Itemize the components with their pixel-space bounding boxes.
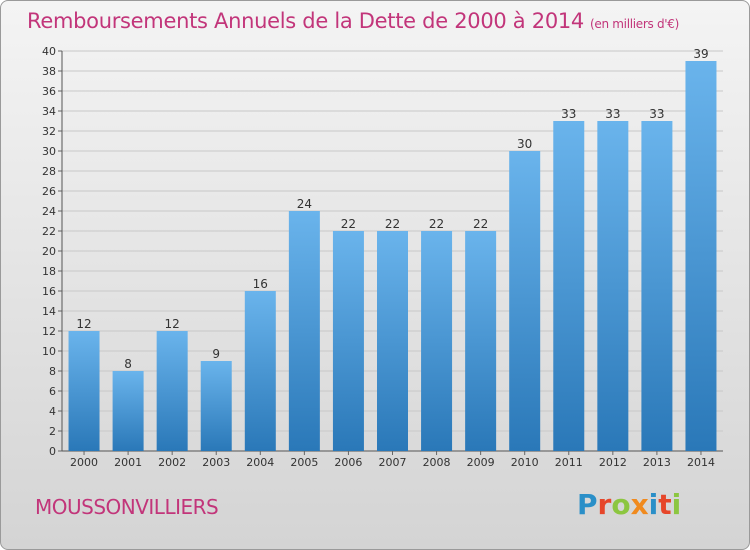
data-label-2007: 22 — [385, 217, 400, 231]
y-tick-label: 2 — [49, 425, 56, 438]
bar-2007 — [377, 231, 408, 451]
bar-2014 — [685, 61, 717, 451]
x-tick-labels: 2000 2001 2002 2003 2004 2005 2006 2007 2008 2009… — [70, 456, 715, 469]
x-tick-label: 2008 — [423, 456, 451, 469]
logo-letter: P — [577, 488, 598, 521]
y-tick-label: 0 — [49, 445, 56, 458]
data-label-2014: 39 — [693, 47, 708, 61]
bar-2006 — [332, 231, 364, 451]
y-tick-label: 14 — [42, 305, 56, 318]
bar-2013 — [641, 121, 673, 451]
data-label-2006: 22 — [341, 217, 356, 231]
logo-letter: i — [671, 488, 682, 521]
y-tick-label: 30 — [42, 145, 56, 158]
chart-subtitle: (en milliers d'€) — [590, 17, 680, 31]
x-tick-label: 2010 — [511, 456, 539, 469]
data-label-2002: 12 — [165, 317, 180, 331]
data-label-2003: 9 — [212, 347, 220, 361]
bar-2012 — [597, 121, 629, 451]
x-tick-label: 2000 — [70, 456, 98, 469]
y-tick-label: 34 — [42, 105, 56, 118]
bar-2010 — [509, 151, 541, 451]
logo-letter: o — [611, 488, 631, 521]
bars — [68, 61, 717, 451]
bar-2004 — [244, 291, 276, 451]
logo-letter: i — [648, 488, 659, 521]
x-tick-label: 2007 — [379, 456, 407, 469]
data-label-2001: 8 — [124, 357, 132, 371]
x-tick-label: 2013 — [643, 456, 671, 469]
bar-2002 — [156, 331, 188, 451]
y-tick-label: 4 — [49, 405, 56, 418]
x-tick-label: 2002 — [158, 456, 186, 469]
logo-letter: r — [597, 488, 612, 521]
bar-2005 — [288, 211, 320, 451]
data-labels: 12 8 12 9 16 24 22 22 22 22 30 33 33 33 39 — [76, 47, 708, 371]
y-tick-label: 36 — [42, 85, 56, 98]
y-tick-label: 16 — [42, 285, 56, 298]
y-tick-label: 26 — [42, 185, 56, 198]
x-tick-label: 2014 — [687, 456, 715, 469]
y-tick-label: 32 — [42, 125, 56, 138]
data-label-2005: 24 — [297, 197, 312, 211]
x-tick-label: 2001 — [114, 456, 142, 469]
proxiti-logo: Proxiti — [577, 488, 681, 521]
bar-2008 — [421, 231, 453, 451]
chart-title-text: Remboursements Annuels de la Dette de 20… — [27, 9, 584, 33]
x-tick-label: 2004 — [246, 456, 274, 469]
y-tick-label: 28 — [42, 165, 56, 178]
x-tick-label: 2006 — [334, 456, 362, 469]
x-tick-label: 2005 — [290, 456, 318, 469]
data-label-2013: 33 — [649, 107, 664, 121]
y-tick-label: 10 — [42, 345, 56, 358]
y-tick-label: 8 — [49, 365, 56, 378]
x-tick-label: 2009 — [467, 456, 495, 469]
commune-name: MOUSSONVILLIERS — [35, 495, 219, 519]
y-tick-label: 24 — [42, 205, 56, 218]
data-label-2000: 12 — [76, 317, 91, 331]
x-tick-label: 2012 — [599, 456, 627, 469]
data-label-2011: 33 — [561, 107, 576, 121]
logo-letter: x — [630, 488, 649, 521]
logo-letter: t — [658, 488, 672, 521]
data-label-2010: 30 — [517, 137, 532, 151]
bar-2001 — [112, 371, 144, 451]
bar-2003 — [200, 361, 232, 451]
chart-title: Remboursements Annuels de la Dette de 20… — [27, 9, 679, 33]
bar-2000 — [68, 331, 100, 451]
y-tick-label: 38 — [42, 65, 56, 78]
data-label-2004: 16 — [253, 277, 268, 291]
y-tick-label: 6 — [49, 385, 56, 398]
data-label-2008: 22 — [429, 217, 444, 231]
y-tick-label: 40 — [42, 45, 56, 58]
bar-2009 — [465, 231, 497, 451]
y-tick-label: 12 — [42, 325, 56, 338]
x-tick-label: 2003 — [202, 456, 230, 469]
x-tick-label: 2011 — [555, 456, 583, 469]
y-tick-label: 18 — [42, 265, 56, 278]
bar-2011 — [553, 121, 585, 451]
y-tick-label: 22 — [42, 225, 56, 238]
y-tick-label: 20 — [42, 245, 56, 258]
data-label-2009: 22 — [473, 217, 488, 231]
data-label-2012: 33 — [605, 107, 620, 121]
